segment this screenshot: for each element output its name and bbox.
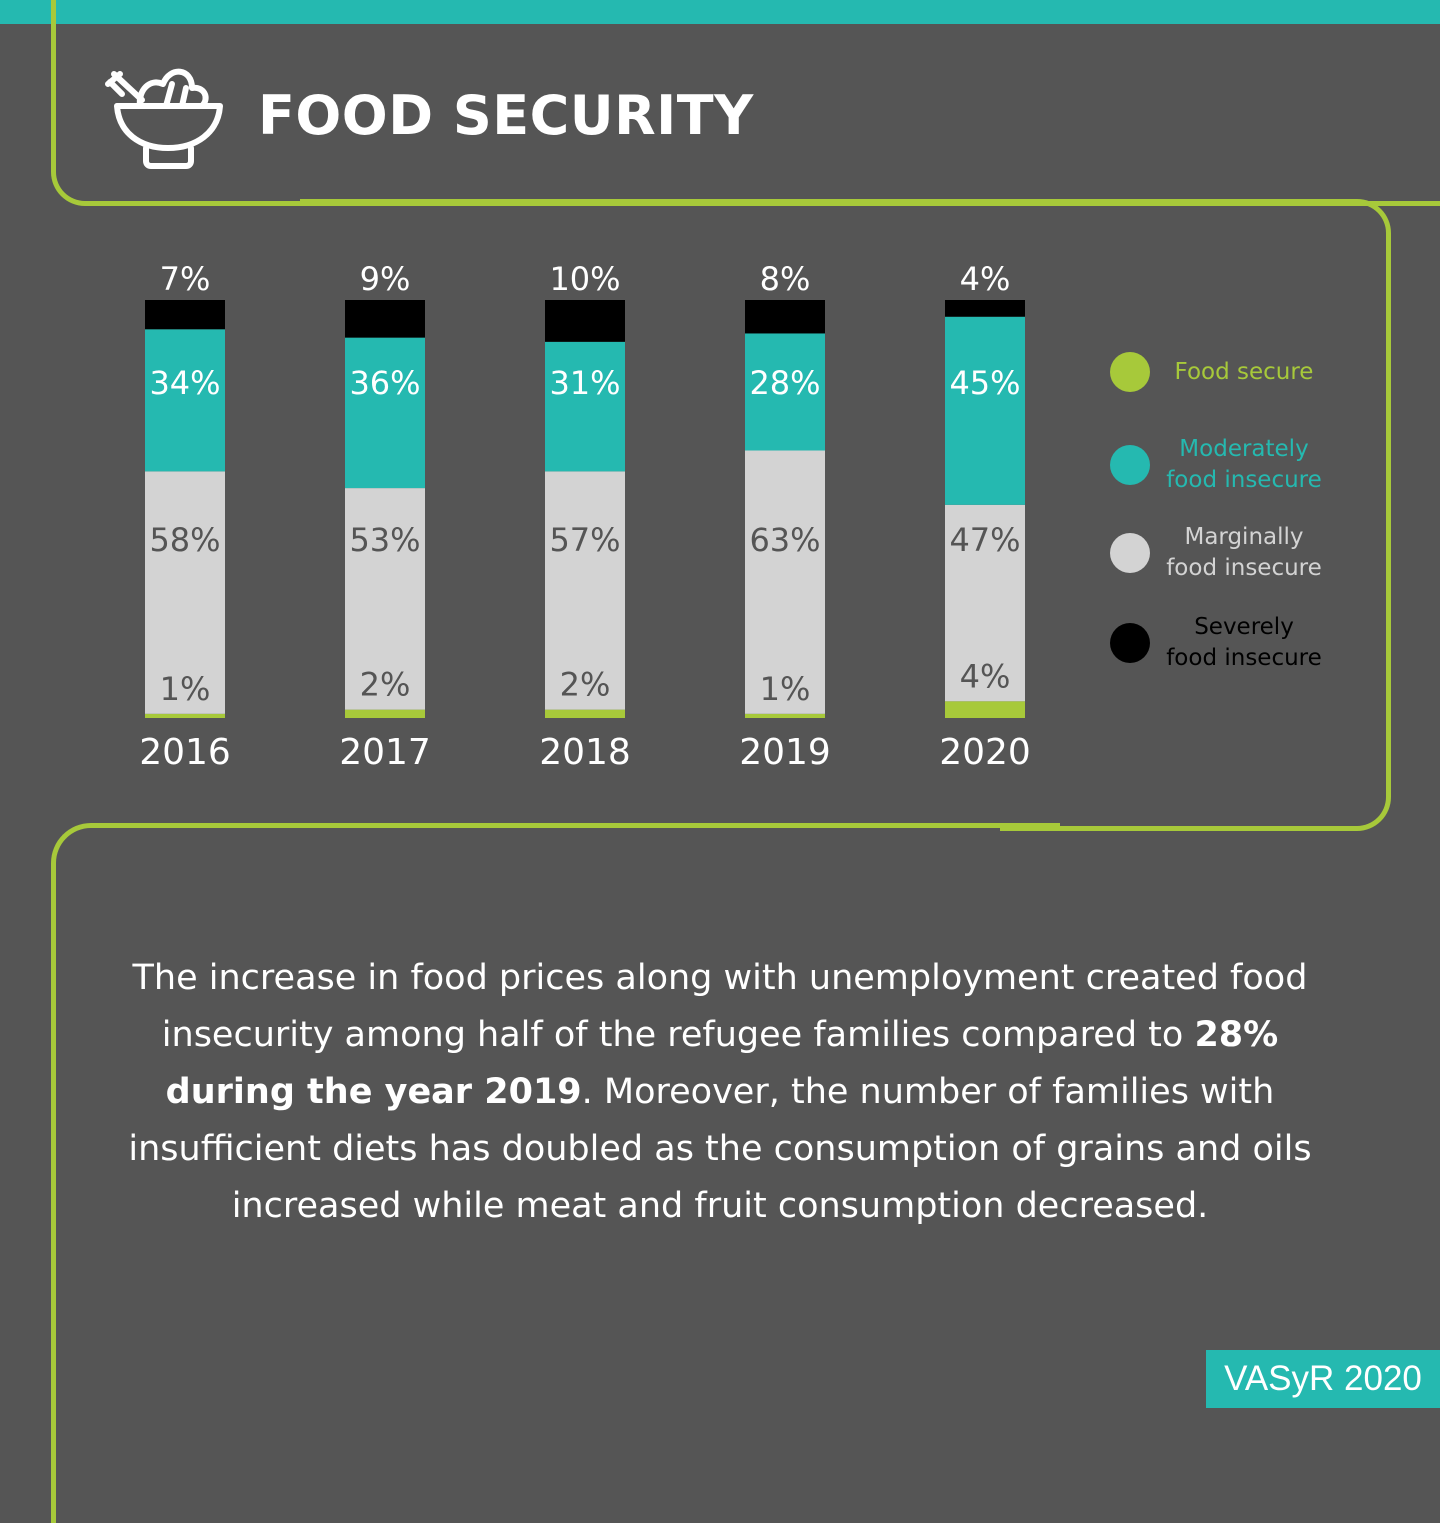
bar-segment-severely-2018 bbox=[545, 300, 625, 342]
data-label-marginally-2016: 58% bbox=[149, 521, 220, 559]
chart-frame bbox=[1000, 199, 1391, 831]
salad-bowl-icon bbox=[105, 68, 223, 169]
bar-segment-marginally-2016 bbox=[145, 471, 225, 714]
x-tick-label-2017: 2017 bbox=[339, 732, 431, 773]
legend-dot-severely bbox=[1110, 623, 1150, 663]
legend-item-food-secure: Food secure bbox=[1110, 352, 1350, 392]
summary-text-after: . Moreover, the number of families with … bbox=[128, 1072, 1312, 1226]
summary-paragraph: The increase in food prices along with u… bbox=[110, 950, 1330, 1235]
legend-label-food-secure: Food secure bbox=[1174, 358, 1314, 385]
data-label-marginally-2017: 53% bbox=[349, 521, 420, 559]
bar-segment-severely-2020 bbox=[945, 300, 1025, 317]
data-label-moderately-2017: 36% bbox=[349, 364, 420, 402]
x-tick-label-2016: 2016 bbox=[139, 732, 231, 773]
legend-dot-moderately bbox=[1110, 445, 1150, 485]
x-tick-label-2018: 2018 bbox=[539, 732, 631, 773]
data-label-severely-2020: 4% bbox=[960, 260, 1011, 298]
data-label-marginally-2020: 47% bbox=[949, 521, 1020, 559]
text-frame bbox=[51, 823, 251, 1523]
bar-segment-marginally-2017 bbox=[345, 488, 425, 710]
bar-segment-secure-2019 bbox=[745, 713, 825, 718]
data-label-moderately-2016: 34% bbox=[149, 364, 220, 402]
bar-segment-secure-2017 bbox=[345, 709, 425, 718]
data-label-severely-2017: 9% bbox=[360, 260, 411, 298]
data-label-marginally-2018: 57% bbox=[549, 521, 620, 559]
legend-label-moderately: Moderately food insecure bbox=[1166, 436, 1322, 493]
bar-segment-marginally-2019 bbox=[745, 450, 825, 714]
data-label-severely-2016: 7% bbox=[160, 260, 211, 298]
source-badge: VASyR 2020 bbox=[1206, 1350, 1440, 1408]
data-label-secure-2019: 1% bbox=[760, 670, 811, 708]
bar-segment-secure-2020 bbox=[945, 701, 1025, 718]
data-label-moderately-2020: 45% bbox=[949, 364, 1020, 402]
data-label-moderately-2018: 31% bbox=[549, 364, 620, 402]
legend-label-severely: Severely food insecure bbox=[1166, 614, 1322, 671]
summary-text-highlight: 28% during the year 2019 bbox=[165, 1015, 1279, 1112]
bar-segment-moderately-2019 bbox=[745, 333, 825, 451]
bar-segment-severely-2019 bbox=[745, 300, 825, 334]
bar-segment-marginally-2020 bbox=[945, 504, 1025, 702]
data-label-moderately-2019: 28% bbox=[749, 364, 820, 402]
bar-segment-severely-2016 bbox=[145, 300, 225, 330]
data-label-secure-2016: 1% bbox=[160, 670, 211, 708]
data-label-secure-2017: 2% bbox=[360, 666, 411, 704]
x-tick-label-2020: 2020 bbox=[939, 732, 1031, 773]
data-label-secure-2018: 2% bbox=[560, 666, 611, 704]
data-label-marginally-2019: 63% bbox=[749, 521, 820, 559]
legend-item-moderately: Moderately food insecure bbox=[1110, 434, 1350, 496]
chart-frame-bottom bbox=[100, 823, 1060, 828]
bar-segment-moderately-2018 bbox=[545, 341, 625, 472]
legend-item-severely: Severely food insecure bbox=[1110, 612, 1350, 674]
bar-segment-severely-2017 bbox=[345, 300, 425, 338]
bar-segment-secure-2016 bbox=[145, 713, 225, 718]
bar-segment-moderately-2020 bbox=[945, 316, 1025, 505]
bar-segment-moderately-2017 bbox=[345, 337, 425, 489]
summary-text-before: The increase in food prices along with u… bbox=[132, 958, 1308, 1055]
data-label-severely-2019: 8% bbox=[760, 260, 811, 298]
x-tick-label-2019: 2019 bbox=[739, 732, 831, 773]
bar-segment-secure-2018 bbox=[545, 709, 625, 718]
bar-segment-moderately-2016 bbox=[145, 329, 225, 472]
page-title: FOOD SECURITY bbox=[258, 84, 754, 147]
data-label-severely-2018: 10% bbox=[549, 260, 620, 298]
legend-label-marginally: Marginally food insecure bbox=[1166, 524, 1322, 581]
legend-dot-marginally bbox=[1110, 533, 1150, 573]
chart-frame-top bbox=[300, 199, 1060, 204]
data-label-secure-2020: 4% bbox=[960, 657, 1011, 695]
top-accent-strip bbox=[0, 0, 1440, 24]
stacked-bar-chart: 7% 34% 58% 1% 2016 9% 36% 53% 2% 2017 10% 31% 57% 2% 2… bbox=[139, 260, 1031, 773]
legend-item-marginally: Marginally food insecure bbox=[1110, 522, 1350, 584]
legend-dot-food-secure bbox=[1110, 352, 1150, 392]
bar-segment-marginally-2018 bbox=[545, 471, 625, 710]
